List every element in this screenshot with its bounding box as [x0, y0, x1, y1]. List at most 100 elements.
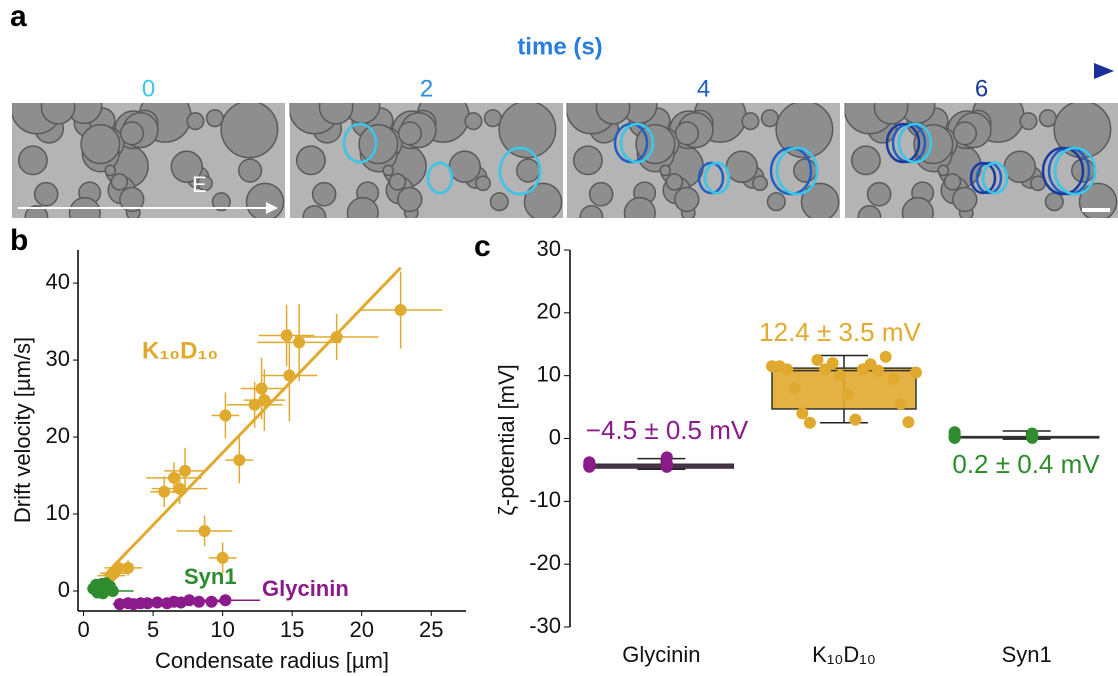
droplet	[1019, 112, 1038, 131]
data-point	[283, 369, 296, 382]
fit-line	[103, 266, 402, 577]
data-point	[394, 304, 407, 317]
data-point	[99, 577, 112, 590]
tracked-ring	[1041, 146, 1085, 196]
y-tick-label: 40	[46, 269, 70, 294]
data-point	[158, 485, 171, 498]
data-point	[151, 596, 164, 609]
droplet	[397, 186, 423, 213]
data-point	[179, 464, 192, 477]
data-point	[660, 451, 673, 464]
data-point	[894, 397, 907, 410]
annotation: 0.2 ± 0.4 mV	[952, 449, 1100, 479]
droplet	[489, 192, 509, 212]
y-tick-label: 20	[537, 299, 561, 324]
droplet	[572, 145, 603, 176]
tracked-ring	[975, 161, 1003, 195]
droplet	[725, 150, 759, 183]
droplet	[397, 121, 422, 146]
data-point	[864, 358, 877, 371]
panel-label: b	[10, 224, 28, 257]
data-point	[826, 357, 839, 370]
droplet	[674, 121, 699, 146]
droplet	[104, 164, 117, 177]
y-tick-label: -20	[529, 550, 561, 575]
droplet	[311, 181, 337, 207]
droplet	[579, 204, 604, 218]
droplet	[1038, 109, 1057, 128]
x-axis-label: Condensate radius [µm]	[155, 648, 389, 673]
x-tick-label: K₁₀D₁₀	[812, 642, 876, 667]
droplet	[245, 182, 285, 218]
data-point	[948, 426, 961, 439]
field-arrow-head	[266, 202, 278, 214]
panel-label: c	[474, 230, 491, 263]
droplet	[952, 121, 977, 146]
droplet	[211, 192, 231, 212]
droplet	[475, 175, 491, 192]
data-point	[887, 372, 900, 385]
data-point	[788, 382, 801, 395]
droplet	[498, 103, 557, 159]
timeline-title: time (s)	[517, 33, 602, 60]
data-point	[834, 369, 847, 382]
data-point	[280, 329, 293, 342]
droplet	[760, 109, 779, 128]
droplet	[623, 196, 656, 218]
data-point	[902, 416, 915, 429]
x-tick-label: Syn1	[1002, 642, 1052, 667]
data-point	[1026, 427, 1039, 440]
data-point	[205, 595, 218, 608]
droplet	[793, 158, 818, 183]
droplet	[80, 124, 121, 165]
y-tick-label: -10	[529, 487, 561, 512]
droplet	[866, 181, 892, 207]
annotation: 12.4 ± 3.5 mV	[759, 317, 921, 347]
droplet	[388, 173, 407, 191]
data-point	[233, 454, 246, 467]
tracked-ring	[885, 122, 921, 164]
droplet	[382, 164, 395, 177]
data-point	[167, 471, 180, 484]
tracked-ring	[619, 122, 655, 164]
tracked-ring	[969, 161, 997, 195]
droplet	[937, 164, 950, 177]
y-tick-label: 30	[537, 236, 561, 261]
data-point	[219, 594, 232, 607]
data-point	[248, 398, 261, 411]
y-tick-label: 10	[537, 361, 561, 386]
droplet	[775, 103, 834, 159]
y-tick-label: 0	[549, 424, 561, 449]
series-label: Syn1	[184, 564, 237, 589]
micrographs	[12, 103, 1118, 218]
tracked-ring	[426, 161, 454, 195]
droplet	[1044, 192, 1064, 212]
data-point	[841, 388, 854, 401]
x-tick-label: 15	[280, 617, 304, 642]
droplet	[358, 124, 399, 165]
y-axis-label: Drift velocity [µm/s]	[10, 337, 35, 523]
droplet	[595, 103, 631, 125]
droplet	[448, 150, 482, 183]
series-label: K₁₀D₁₀	[142, 337, 218, 364]
droplet	[523, 182, 563, 218]
arrow-head	[1094, 63, 1114, 79]
droplet	[800, 182, 840, 218]
data-point	[198, 524, 211, 537]
droplet	[110, 173, 129, 191]
droplet	[516, 158, 541, 183]
droplet	[850, 145, 881, 176]
tracked-ring	[703, 161, 731, 195]
droplet	[205, 109, 224, 128]
data-point	[781, 363, 794, 376]
droplet	[741, 112, 760, 131]
droplet	[68, 196, 101, 218]
droplet	[873, 103, 909, 125]
annotation: −4.5 ± 0.5 mV	[586, 415, 749, 445]
x-tick-label: 10	[210, 617, 234, 642]
y-axis-label: ζ-potential [mV]	[494, 364, 519, 516]
data-point	[583, 456, 596, 469]
droplet	[943, 173, 962, 191]
droplet	[197, 175, 213, 192]
